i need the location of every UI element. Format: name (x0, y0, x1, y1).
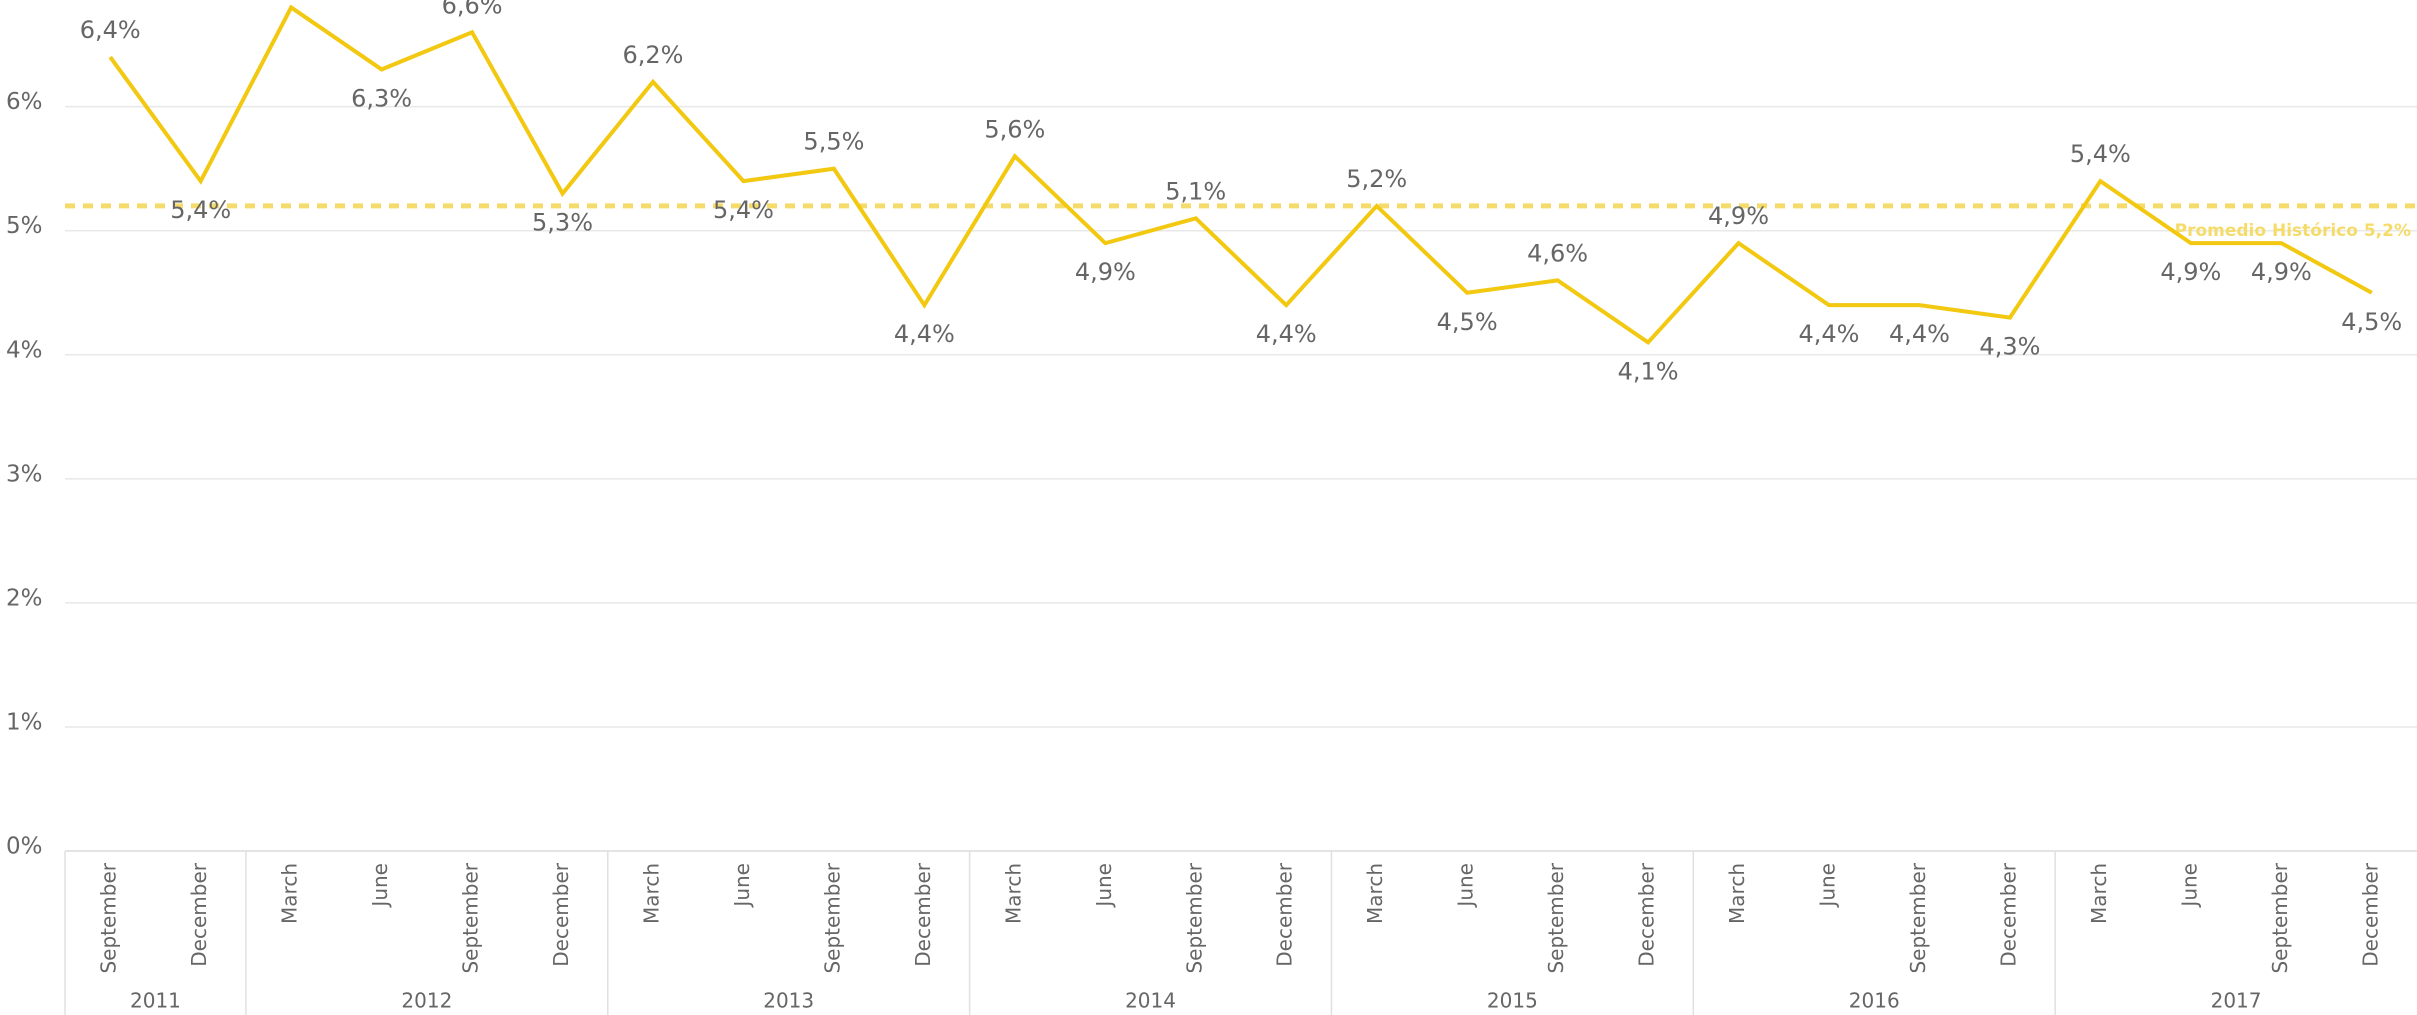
data-label: 4,4% (894, 320, 955, 348)
data-label: 4,5% (1437, 308, 1498, 336)
data-label: 4,3% (1979, 333, 2040, 361)
data-label: 6,2% (623, 41, 684, 69)
x-tick-label: June (2177, 863, 2201, 909)
y-tick-label: 2% (6, 585, 43, 611)
x-tick-label: September (1544, 862, 1568, 973)
x-tick-label: March (1363, 863, 1387, 924)
data-label: 5,2% (1346, 165, 1407, 193)
data-label: 4,4% (1256, 320, 1317, 348)
y-tick-label: 5% (6, 213, 43, 239)
data-label: 4,6% (1527, 239, 1588, 267)
year-label: 2013 (763, 989, 814, 1013)
year-label: 2012 (401, 989, 452, 1013)
year-label: 2014 (1125, 989, 1176, 1013)
line (108, 4, 2373, 346)
x-tick-label: September (1906, 862, 1930, 973)
data-label: 4,4% (1799, 320, 1860, 348)
data-label: 5,4% (2070, 140, 2131, 168)
x-tick-label: December (1273, 862, 1297, 966)
year-label: 2016 (1849, 989, 1900, 1013)
x-tick-label: June (1816, 863, 1840, 909)
x-tick-label: March (2087, 863, 2111, 924)
y-tick-label: 6% (6, 89, 43, 115)
y-tick-label: 4% (6, 337, 43, 363)
x-tick-label: September (820, 862, 844, 973)
data-label: 4,9% (2160, 258, 2221, 286)
x-tick-label: December (2358, 862, 2382, 966)
data-label: 5,4% (713, 196, 774, 224)
data-label: 5,3% (532, 209, 593, 237)
x-tick-label: December (549, 862, 573, 966)
data-label: 5,4% (170, 196, 231, 224)
year-label: 2015 (1487, 989, 1538, 1013)
x-tick-label: June (730, 863, 754, 909)
data-label: 5,5% (803, 128, 864, 156)
x-tick-label: June (368, 863, 392, 909)
data-label: 4,9% (1075, 258, 1136, 286)
data-label: 6,4% (80, 16, 141, 44)
x-tick-label: September (97, 862, 121, 973)
x-tick-label: December (911, 862, 935, 966)
data-label: 4,9% (1708, 202, 1769, 230)
data-label: 4,5% (2341, 308, 2402, 336)
x-tick-label: December (1635, 862, 1659, 966)
year-label: 2017 (2211, 989, 2262, 1013)
data-label: 6,6% (442, 0, 503, 19)
x-tick-label: December (1996, 862, 2020, 966)
x-tick-label: June (1092, 863, 1116, 909)
x-tick-label: September (459, 862, 483, 973)
data-label: 4,1% (1618, 357, 1679, 385)
y-tick-label: 0% (6, 834, 43, 860)
data-label: 4,4% (1889, 320, 1950, 348)
x-tick-label: September (2268, 862, 2292, 973)
data-label: 5,1% (1165, 177, 1226, 205)
x-tick-label: December (187, 862, 211, 966)
x-tick-label: March (1001, 863, 1025, 924)
x-tick-label: March (278, 863, 302, 924)
y-tick-label: 1% (6, 709, 43, 735)
data-label: 6,3% (351, 84, 412, 112)
year-label: 2011 (130, 989, 181, 1013)
reference-label: Promedio Histórico 5,2% (2175, 221, 2411, 241)
y-tick-label: 3% (6, 461, 43, 487)
data-label: 4,9% (2251, 258, 2312, 286)
x-tick-label: March (1725, 863, 1749, 924)
x-tick-label: March (640, 863, 664, 924)
x-tick-label: September (1182, 862, 1206, 973)
x-tick-label: June (1454, 863, 1478, 909)
data-label: 5,6% (984, 115, 1045, 143)
